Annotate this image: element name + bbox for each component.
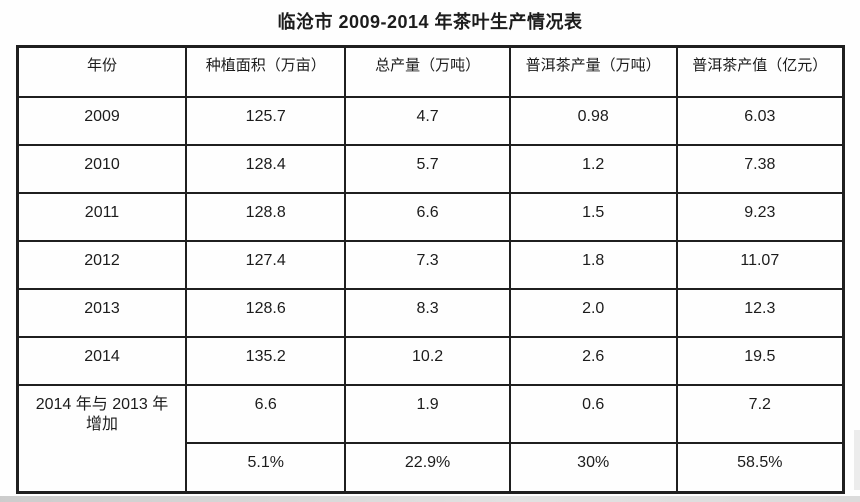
data-cell: 12.3 <box>675 287 845 338</box>
data-cell: 128.8 <box>184 191 347 242</box>
scan-shadow-bottom <box>0 496 860 502</box>
data-cell: 2.0 <box>508 287 678 338</box>
table-row-increase: 2014 年与 2013 年 增加 6.6 1.9 0.6 7.2 <box>16 383 845 494</box>
data-cell: 58.5% <box>675 441 845 494</box>
table-row-increase-percent: 5.1% 22.9% 30% 58.5% <box>18 441 845 494</box>
header-cell-puer-output: 普洱茶产量（万吨） <box>508 45 678 98</box>
data-cell: 2.6 <box>508 335 678 386</box>
year-cell: 2011 <box>16 191 187 242</box>
increase-label-cell: 2014 年与 2013 年 增加 <box>16 383 187 494</box>
data-cell: 6.03 <box>675 95 845 146</box>
data-cell: 6.6 <box>184 383 347 444</box>
table-row-2010: 2010 128.4 5.7 1.2 7.38 <box>16 143 845 194</box>
data-cell: 5.7 <box>344 143 511 194</box>
data-cell: 1.2 <box>508 143 678 194</box>
data-cell: 10.2 <box>344 335 511 386</box>
year-cell: 2013 <box>16 287 187 338</box>
tea-production-table: 年份 种植面积（万亩） 总产量（万吨） 普洱茶产量（万吨） 普洱茶产值（亿元） … <box>16 45 845 494</box>
data-cell: 8.3 <box>344 287 511 338</box>
data-cell: 19.5 <box>675 335 845 386</box>
data-cell: 5.1% <box>184 441 347 494</box>
table-header-row: 年份 种植面积（万亩） 总产量（万吨） 普洱茶产量（万吨） 普洱茶产值（亿元） <box>16 45 845 98</box>
data-cell: 127.4 <box>184 239 347 290</box>
data-cell: 11.07 <box>675 239 845 290</box>
table-row-2009: 2009 125.7 4.7 0.98 6.03 <box>16 95 845 146</box>
data-cell: 30% <box>508 441 678 494</box>
year-cell: 2010 <box>16 143 187 194</box>
data-cell: 9.23 <box>675 191 845 242</box>
data-cell: 22.9% <box>344 441 511 494</box>
year-cell: 2014 <box>16 335 187 386</box>
data-cell: 1.9 <box>344 383 511 444</box>
header-cell-total-output: 总产量（万吨） <box>344 45 511 98</box>
data-cell: 125.7 <box>184 95 347 146</box>
data-cell: 135.2 <box>184 335 347 386</box>
page-title: 临沧市 2009-2014 年茶叶生产情况表 <box>277 12 583 32</box>
year-cell: 2012 <box>16 239 187 290</box>
data-cell: 7.3 <box>344 239 511 290</box>
data-cell: 1.5 <box>508 191 678 242</box>
table-row-2011: 2011 128.8 6.6 1.5 9.23 <box>16 191 845 242</box>
header-cell-puer-value: 普洱茶产值（亿元） <box>675 45 845 98</box>
data-cell: 4.7 <box>344 95 511 146</box>
header-cell-area: 种植面积（万亩） <box>184 45 347 98</box>
data-cell: 1.8 <box>508 239 678 290</box>
year-cell: 2009 <box>16 95 187 146</box>
data-cell: 128.4 <box>184 143 347 194</box>
data-cell: 7.2 <box>675 383 845 444</box>
table-row-2012: 2012 127.4 7.3 1.8 11.07 <box>16 239 845 290</box>
data-cell: 128.6 <box>184 287 347 338</box>
table-row-2013: 2013 128.6 8.3 2.0 12.3 <box>16 287 845 338</box>
header-cell-year: 年份 <box>16 45 187 98</box>
data-cell: 6.6 <box>344 191 511 242</box>
table-row-2014: 2014 135.2 10.2 2.6 19.5 <box>16 335 845 386</box>
data-cell: 7.38 <box>675 143 845 194</box>
data-cell: 0.6 <box>508 383 678 444</box>
scan-artifact-right <box>854 430 860 490</box>
data-cell: 0.98 <box>508 95 678 146</box>
